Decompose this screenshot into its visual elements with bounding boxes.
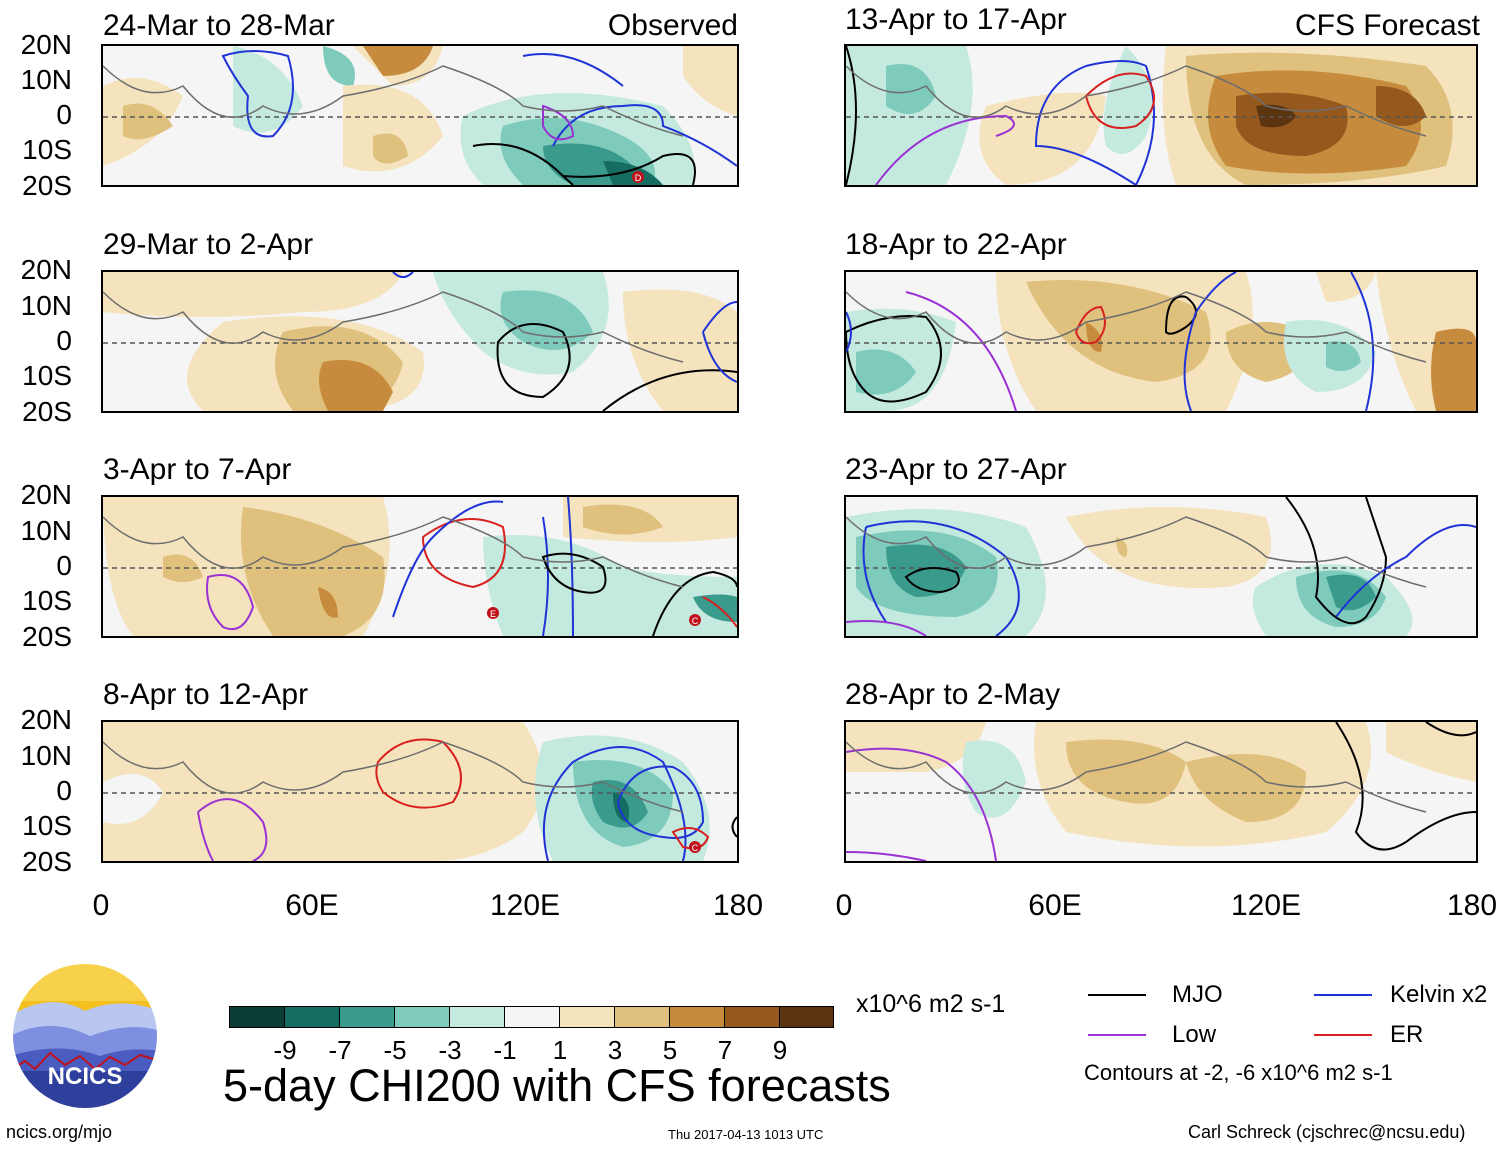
main-title: 5-day CHI200 with CFS forecasts [223,1060,891,1111]
site-url[interactable]: ncics.org/mjo [6,1122,113,1142]
map-panel-4: C [101,720,739,863]
storm-marker-label: C [692,616,699,626]
ncics-logo: NCICS [10,961,160,1111]
lat-tick: 0 [56,325,72,356]
colorbar-swatch [284,1006,341,1028]
legend-line-mjo [1088,994,1146,996]
colorbar-tick: -3 [438,1035,462,1065]
lat-tick: 10N [20,64,72,95]
colorbar-tick: -7 [328,1035,352,1065]
lat-tick: 20S [22,621,72,652]
colorbar-tick: 7 [717,1035,733,1065]
legend-line-er [1314,1034,1372,1036]
observed-label: Observed [607,9,738,42]
colorbar-swatch [559,1006,616,1028]
storm-marker-label: E [490,609,496,619]
storm-marker [487,607,499,619]
panel-title-2: 29-Mar to 2-Apr [103,228,314,261]
lat-tick: 20N [20,479,72,510]
colorbar-units: x10^6 m2 s-1 [856,990,1006,1018]
colorbar-tick: 1 [552,1035,568,1065]
legend-label-mjo: MJO [1172,981,1223,1008]
lon-tick: 120E [489,889,561,922]
legend-label-kelvin: Kelvin x2 [1390,981,1488,1008]
colorbar-tick: 9 [772,1035,788,1065]
colorbar-swatch [339,1006,396,1028]
colorbar-swatch [449,1006,506,1028]
colorbar-swatch [779,1006,834,1028]
map-panel-7 [844,495,1478,638]
lat-tick: 0 [56,550,72,581]
lat-tick: 10S [22,134,72,165]
lat-tick: 20S [22,170,72,201]
lon-tick: 60E [1028,889,1082,922]
colorbar-swatch [504,1006,561,1028]
lat-tick: 0 [56,775,72,806]
colorbar-tick: -1 [493,1035,517,1065]
storm-marker [632,171,644,183]
map-panel-6 [844,270,1478,413]
forecast-label: CFS Forecast [1294,9,1480,42]
panel-title-1: 24-Mar to 28-Mar [103,9,335,42]
map-panel-8 [844,720,1478,863]
colorbar-swatch [614,1006,671,1028]
panel-title-8: 28-Apr to 2-May [845,678,1061,711]
lat-tick: 10N [20,290,72,321]
colorbar-swatch [229,1006,286,1028]
map-panel-1: D [101,44,739,187]
lon-tick: 0 [92,889,110,922]
colorbar-swatch [669,1006,726,1028]
logo-text: NCICS [48,1063,123,1090]
author-credit: Carl Schreck (cjschrec@ncsu.edu) [1188,1122,1466,1142]
colorbar-swatch [394,1006,451,1028]
lat-tick: 20N [20,29,72,60]
lat-tick: 20N [20,704,72,735]
storm-marker-label: C [692,843,699,853]
colorbar-tick: -9 [273,1035,297,1065]
lon-tick: 180 [712,889,764,922]
lat-tick: 20S [22,846,72,877]
map-panel-2 [101,270,739,413]
lat-tick: 20N [20,254,72,285]
lat-tick: 10S [22,810,72,841]
lat-tick: 0 [56,99,72,130]
legend-label-er: ER [1390,1021,1424,1048]
panel-title-3: 3-Apr to 7-Apr [103,453,292,486]
panel-title-5: 13-Apr to 17-Apr [845,3,1067,36]
lat-tick: 10N [20,515,72,546]
lon-tick: 180 [1446,889,1498,922]
map-panel-3: E C [101,495,739,638]
colorbar-tick: 5 [662,1035,678,1065]
colorbar-ticks: -9 -7 -5 -3 -1 1 3 5 7 9 [229,1037,834,1067]
panel-title-7: 23-Apr to 27-Apr [845,453,1067,486]
colorbar-tick: 3 [607,1035,623,1065]
legend-note: Contours at -2, -6 x10^6 m2 s-1 [1084,1060,1393,1085]
lat-tick: 20S [22,396,72,427]
lat-tick: 10N [20,740,72,771]
lat-tick: 10S [22,585,72,616]
storm-marker-label: D [635,173,642,183]
colorbar-swatch [724,1006,781,1028]
lat-tick: 10S [22,360,72,391]
lon-tick: 0 [835,889,853,922]
timestamp: Thu 2017-04-13 1013 UTC [668,1127,824,1142]
colorbar-tick: -5 [383,1035,407,1065]
storm-marker [689,841,701,853]
storm-marker [689,614,701,626]
lon-tick: 60E [285,889,339,922]
legend-line-kelvin [1314,994,1372,996]
panel-title-4: 8-Apr to 12-Apr [103,678,309,711]
legend-label-low: Low [1172,1021,1217,1048]
legend-line-low [1088,1034,1146,1036]
lon-tick: 120E [1230,889,1302,922]
colorbar [229,1006,834,1028]
map-panel-5 [844,44,1478,187]
panel-title-6: 18-Apr to 22-Apr [845,228,1067,261]
